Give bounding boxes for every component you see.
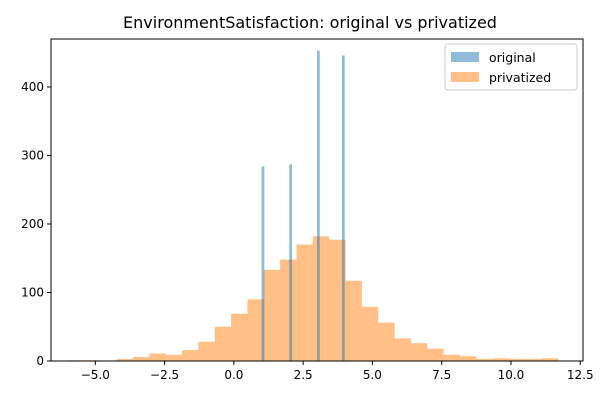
bar-privatized-17 [345,280,362,361]
y-tick-label-2: 200 [21,217,44,231]
bar-privatized-21 [410,343,428,361]
x-axis: −5.0 −2.5 0.0 2.5 5.0 7.5 10.0 12.5 [81,361,594,382]
bar-privatized-9 [214,326,232,361]
y-axis: 0 100 200 300 400 [21,80,51,368]
legend-label-original: original [489,50,536,65]
bar-privatized-16 [329,239,346,361]
y-tick-label-1: 100 [21,285,44,299]
bar-privatized-27 [509,358,526,361]
x-tick-label-1: −2.5 [150,368,179,382]
x-tick-label-6: 10.0 [498,368,525,382]
bar-privatized-25 [476,358,493,361]
legend-label-privatized: privatized [489,70,551,85]
x-tick-label-4: 5.0 [363,368,382,382]
bar-original-2 [317,50,320,362]
x-tick-label-3: 2.5 [294,368,313,382]
bar-privatized-19 [378,322,395,361]
legend-swatch-privatized [451,72,479,82]
bar-privatized-8 [198,341,215,361]
y-tick-label-0: 0 [36,354,44,368]
bar-privatized-26 [492,358,510,361]
bar-privatized-23 [443,354,460,361]
legend: original privatized [444,43,578,91]
bar-privatized-28 [525,358,542,361]
bar-privatized-3 [116,358,134,361]
bar-privatized-5 [149,353,166,361]
bar-privatized-10 [231,313,248,361]
bar-privatized-15 [312,236,330,361]
bar-privatized-20 [394,338,411,361]
plot-bars [67,50,559,362]
y-tick-label-4: 400 [21,80,44,94]
x-tick-label-0: −5.0 [81,368,110,382]
bar-privatized-29 [541,358,559,361]
bar-privatized-7 [182,350,199,361]
bar-privatized-4 [133,356,150,361]
bar-original-3 [341,55,345,361]
legend-swatch-original [451,52,479,62]
bar-original-0 [261,166,265,361]
bar-privatized-6 [165,354,183,361]
bar-privatized-11 [247,299,264,361]
y-tick-label-3: 300 [21,148,44,162]
x-tick-label-2: 0.0 [224,368,243,382]
bar-privatized-24 [459,356,477,361]
chart-title: EnvironmentSatisfaction: original vs pri… [123,13,497,32]
x-tick-label-5: 7.5 [432,368,451,382]
x-tick-label-7: 12.5 [567,368,594,382]
bar-privatized-22 [427,348,444,361]
bar-privatized-14 [296,244,313,361]
bar-privatized-18 [361,306,379,361]
plot-frame [50,38,584,362]
bar-original-1 [289,164,293,361]
bar-privatized-13 [280,259,297,361]
bar-privatized-12 [263,269,281,361]
